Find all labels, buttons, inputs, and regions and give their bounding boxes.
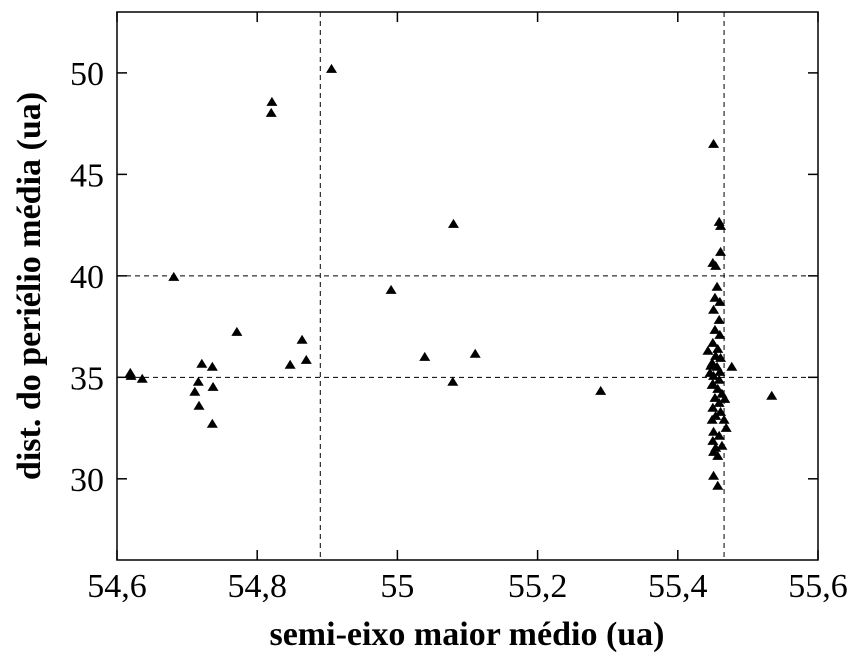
point bbox=[447, 218, 459, 228]
point bbox=[707, 402, 719, 412]
point bbox=[712, 383, 724, 393]
point bbox=[265, 107, 277, 117]
point bbox=[192, 376, 204, 386]
point bbox=[702, 345, 714, 355]
point bbox=[712, 343, 724, 353]
point bbox=[714, 366, 726, 376]
x-tick-label: 54,6 bbox=[87, 568, 147, 605]
point bbox=[266, 96, 278, 106]
x-axis-label: semi-eixo maior médio (ua) bbox=[269, 616, 664, 653]
y-tick-label: 50 bbox=[70, 56, 104, 93]
y-tick-label: 35 bbox=[70, 360, 104, 397]
point bbox=[595, 385, 607, 395]
y-tick-label: 30 bbox=[70, 462, 104, 499]
x-tick-label: 55,4 bbox=[648, 568, 708, 605]
point bbox=[714, 296, 726, 306]
point bbox=[714, 329, 726, 339]
point bbox=[726, 361, 738, 371]
point bbox=[708, 138, 720, 148]
point bbox=[718, 414, 730, 424]
point bbox=[709, 324, 721, 334]
point bbox=[709, 292, 721, 302]
point bbox=[296, 334, 308, 344]
y-tick-label: 40 bbox=[70, 259, 104, 296]
point bbox=[713, 314, 725, 324]
point bbox=[715, 406, 727, 416]
point bbox=[719, 393, 731, 403]
plot-frame bbox=[116, 11, 819, 561]
y-tick-label: 45 bbox=[70, 157, 104, 194]
point bbox=[709, 392, 721, 402]
point bbox=[168, 271, 180, 281]
point bbox=[706, 414, 718, 424]
point bbox=[712, 450, 724, 460]
point bbox=[713, 374, 725, 384]
point bbox=[713, 430, 725, 440]
point bbox=[326, 63, 338, 73]
point bbox=[231, 326, 243, 336]
point bbox=[125, 370, 137, 380]
point bbox=[385, 284, 397, 294]
point bbox=[708, 304, 720, 314]
point bbox=[715, 220, 727, 230]
point bbox=[708, 426, 720, 436]
point bbox=[136, 373, 148, 383]
point bbox=[707, 337, 719, 347]
point bbox=[469, 348, 481, 358]
point bbox=[713, 397, 725, 407]
x-tick-label: 55 bbox=[380, 568, 414, 605]
y-axis-label: dist. do periélio média (ua) bbox=[11, 92, 48, 480]
x-tick-label: 55,2 bbox=[508, 568, 568, 605]
point bbox=[196, 358, 208, 368]
point bbox=[300, 354, 312, 364]
x-tick-label: 54,8 bbox=[227, 568, 287, 605]
point bbox=[705, 360, 717, 370]
point bbox=[710, 260, 722, 270]
point bbox=[284, 359, 296, 369]
point bbox=[706, 379, 718, 389]
point bbox=[715, 246, 727, 256]
point bbox=[708, 470, 720, 480]
point bbox=[193, 400, 205, 410]
x-tick-label: 55,6 bbox=[788, 568, 848, 605]
point bbox=[704, 367, 716, 377]
point bbox=[206, 361, 218, 371]
point bbox=[206, 418, 218, 428]
point bbox=[711, 281, 723, 291]
point bbox=[712, 480, 724, 490]
point bbox=[189, 386, 201, 396]
point bbox=[716, 440, 728, 450]
point bbox=[766, 390, 778, 400]
point bbox=[707, 435, 719, 445]
point bbox=[720, 422, 732, 432]
point bbox=[419, 351, 431, 361]
point bbox=[207, 381, 219, 391]
point bbox=[715, 352, 727, 362]
point bbox=[447, 376, 459, 386]
